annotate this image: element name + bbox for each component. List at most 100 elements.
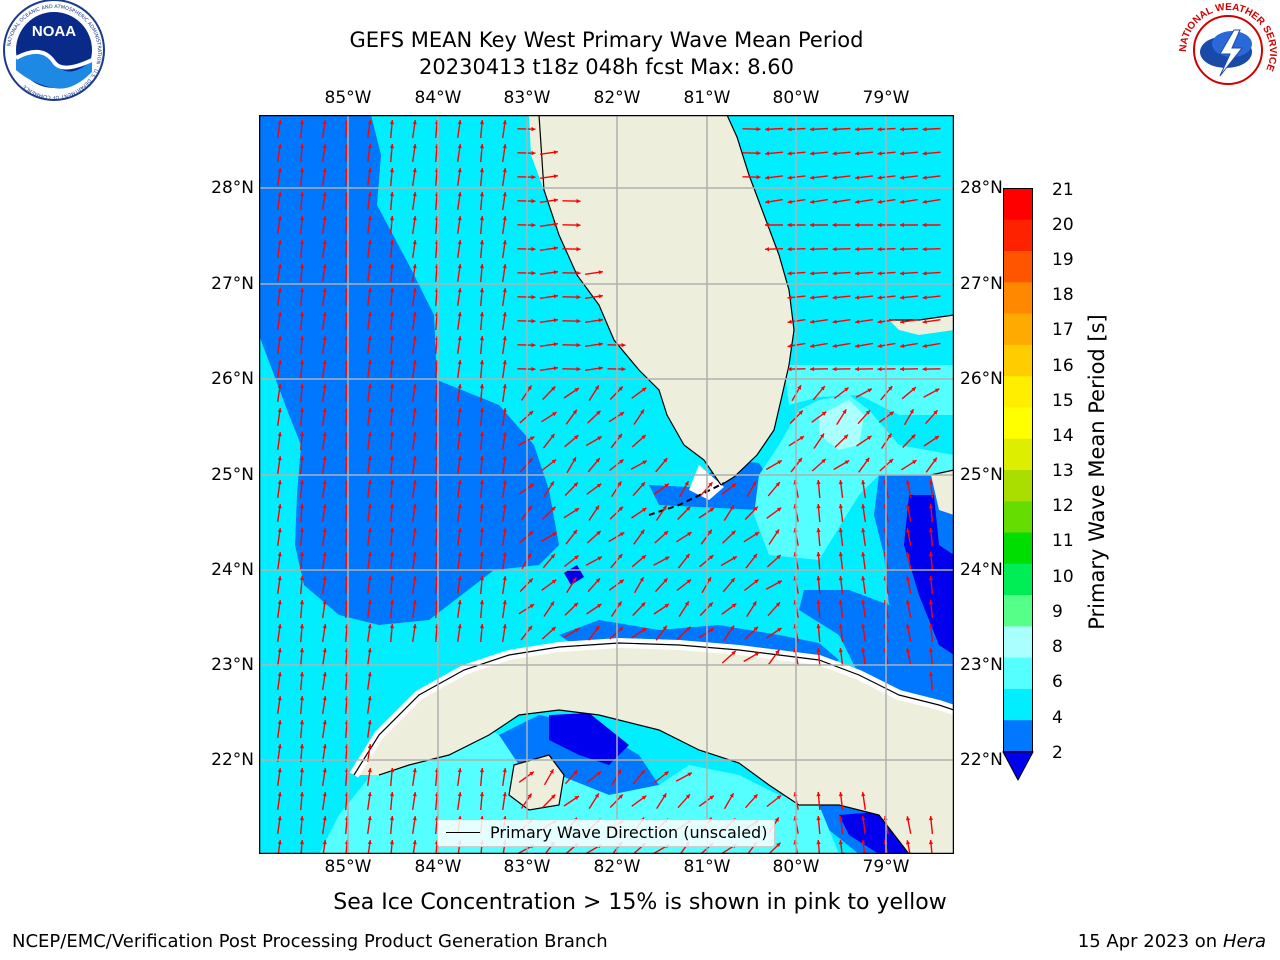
wave-arrow-head [412, 360, 417, 365]
wave-arrow-head [888, 459, 894, 464]
wave-arrow-head [412, 384, 417, 389]
wave-arrow-head [598, 294, 603, 299]
wave-arrow-head [596, 483, 602, 488]
wave-arrow-head [928, 672, 934, 677]
wave-arrow-head [844, 387, 849, 392]
wave-arrow-head [457, 480, 462, 485]
wave-arrow-head [900, 199, 905, 204]
wave-arrow-head [479, 360, 485, 365]
colorbar-tick: 15 [1052, 391, 1074, 411]
wave-arrow-head [322, 288, 327, 293]
wave-arrow-head [502, 384, 507, 389]
period-field-below-2-a [549, 713, 629, 765]
wave-arrow-head [708, 602, 713, 607]
wave-arrow-head [595, 578, 600, 583]
footer-date-text: 15 Apr 2023 on [1077, 931, 1223, 952]
wave-arrow-head [662, 625, 667, 631]
wave-arrow-head [838, 552, 843, 557]
wave-arrow-head [787, 271, 792, 276]
wave-arrow-head [277, 312, 282, 317]
wave-arrow-head [412, 192, 417, 197]
wave-arrow-head [299, 648, 305, 653]
wave-arrow-head [888, 386, 893, 391]
wave-arrow-head [754, 532, 760, 537]
wave-arrow-head [367, 600, 372, 605]
wave-arrow-head [299, 600, 305, 605]
colorbar-tick: 16 [1052, 356, 1074, 376]
wave-arrow-head [928, 648, 934, 653]
wave-arrow-head [900, 151, 905, 156]
wave-arrow-head [322, 168, 327, 173]
colorbar-tick: 17 [1052, 320, 1074, 340]
wave-arrow-head [855, 295, 860, 300]
lat-tick-right: 25°N [960, 465, 1003, 485]
lon-tick-bottom: 80°W [772, 857, 820, 877]
wave-arrow-head [367, 552, 372, 557]
wave-period-map [259, 115, 954, 854]
wave-arrow-head [621, 342, 626, 348]
wave-arrow-head [549, 769, 554, 774]
wave-arrow-head [531, 270, 536, 276]
wave-arrow-head [367, 120, 372, 125]
wave-arrow-head [389, 600, 395, 605]
wave-arrow-head [529, 604, 535, 609]
wave-arrow-head [911, 387, 916, 392]
wave-arrow-head [299, 768, 305, 773]
wave-arrow-head [277, 192, 282, 197]
wave-arrow-head [367, 192, 372, 197]
wave-arrow-head [389, 360, 395, 365]
wave-arrow-head [389, 816, 395, 821]
wave-arrow-head [502, 144, 507, 149]
wave-arrow-head [502, 432, 507, 437]
wave-arrow-head [838, 624, 843, 629]
wave-arrow-head [732, 556, 737, 561]
map-frame [259, 115, 954, 854]
wave-arrow-head [277, 792, 282, 797]
wave-arrow-head [752, 553, 757, 559]
wave-arrow-head [322, 576, 327, 581]
wave-arrow-head [277, 648, 282, 653]
lon-tick-top: 81°W [683, 88, 731, 108]
wave-arrow-head [479, 504, 485, 509]
wave-arrow-head [299, 120, 305, 125]
wave-arrow-head [367, 264, 372, 269]
wave-arrow-head [553, 222, 558, 227]
wave-arrow-head [322, 360, 327, 365]
wave-arrow-head [753, 794, 758, 799]
wave-arrow-head [277, 456, 282, 461]
wave-arrow-head [367, 216, 372, 221]
wave-arrow-head [389, 624, 395, 629]
wave-arrow-head [838, 792, 843, 797]
wave-arrow-head [775, 482, 780, 487]
wave-arrow-head [909, 409, 914, 414]
wave-arrow-head [412, 816, 417, 821]
wave-arrow-head [905, 648, 911, 653]
wave-arrow-head [889, 411, 894, 416]
wave-arrow-head [412, 168, 417, 173]
wave-arrow-head [816, 600, 821, 605]
wave-arrow-head [877, 175, 882, 180]
wave-arrow-head [322, 456, 327, 461]
wave-arrow-head [553, 174, 558, 179]
wave-arrow-head [838, 480, 843, 485]
wave-arrow-head [531, 294, 536, 300]
wave-arrow-head [816, 624, 821, 629]
wave-arrow-head [412, 456, 417, 461]
lat-tick-right: 26°N [960, 369, 1003, 389]
wave-arrow-head [572, 457, 576, 462]
wave-arrow-head [502, 336, 507, 341]
colorbar-tick: 4 [1052, 708, 1063, 728]
wave-arrow-head [502, 576, 507, 581]
wave-arrow-head [299, 672, 305, 677]
wave-arrow-head [912, 460, 917, 465]
wave-arrow-head [367, 456, 372, 461]
wave-arrow-head [457, 264, 462, 269]
wave-arrow-head [576, 198, 581, 204]
wave-arrow-head [619, 532, 625, 537]
wave-arrow-head [877, 127, 882, 132]
wave-arrow-head [457, 792, 462, 797]
wave-arrow-head [756, 126, 761, 132]
wave-arrow-head [855, 151, 860, 156]
wave-arrow-head [277, 768, 282, 773]
wave-arrow-head [549, 481, 554, 486]
